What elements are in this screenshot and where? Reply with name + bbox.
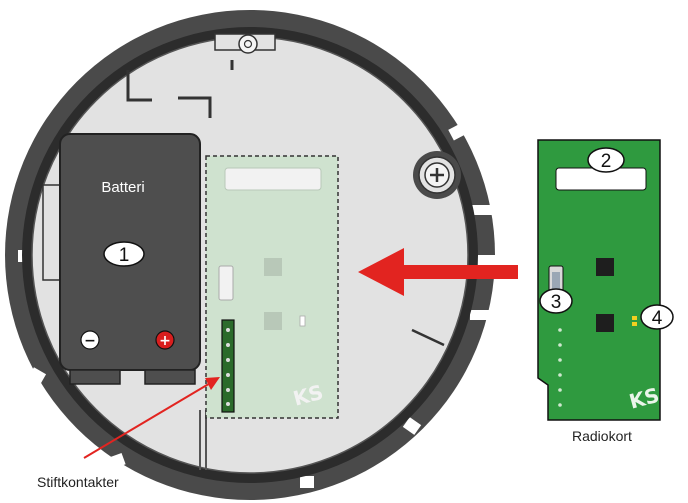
insert-arrow [358,248,518,296]
svg-text:1: 1 [119,245,130,266]
svg-text:4: 4 [652,308,663,329]
positive-terminal-icon: + [155,330,175,350]
pin-contacts [221,319,235,413]
pin-pointer-arrow [83,377,220,459]
callout-1: 1 [103,241,145,267]
negative-terminal-icon: − [80,330,100,350]
callout-2: 2 [587,147,625,173]
callout-3: 3 [539,288,573,314]
battery: Batteri 1 − + [42,133,201,385]
svg-text:+: + [159,333,171,349]
radio-card: 2 3 4 KS [537,139,674,421]
battery-label: Batteri [101,179,144,196]
svg-text:2: 2 [601,151,612,172]
radio-card-label: Radiokort [572,428,632,444]
pin-contacts-label: Stiftkontakter [37,474,119,490]
screw-icon [413,151,461,199]
svg-text:3: 3 [551,292,562,313]
callout-4: 4 [640,304,674,330]
svg-text:−: − [84,333,96,349]
led-component [632,316,637,326]
